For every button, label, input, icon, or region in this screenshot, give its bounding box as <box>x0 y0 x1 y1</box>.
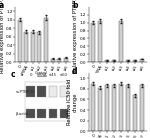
Y-axis label: Relative expression of PTBP1: Relative expression of PTBP1 <box>73 0 78 73</box>
Bar <box>26 109 35 118</box>
Text: siRNA: siRNA <box>36 73 47 77</box>
Bar <box>38 86 46 97</box>
Bar <box>49 109 57 118</box>
Bar <box>24 31 28 62</box>
Bar <box>105 60 109 62</box>
Text: c: c <box>11 70 15 79</box>
Bar <box>126 85 130 131</box>
Text: 0: 0 <box>29 73 32 77</box>
Bar <box>98 88 102 131</box>
Bar <box>91 84 95 131</box>
Bar <box>91 23 95 62</box>
Bar <box>57 59 61 62</box>
Bar <box>98 21 102 62</box>
Bar <box>64 58 68 62</box>
Bar <box>140 85 144 131</box>
Bar <box>49 86 57 97</box>
Bar <box>44 18 48 62</box>
Bar <box>126 60 130 62</box>
Bar <box>31 31 35 62</box>
Text: β-actin: β-actin <box>16 112 30 116</box>
Bar <box>133 95 137 131</box>
Text: si60: si60 <box>60 73 68 77</box>
Bar <box>25 82 69 121</box>
Text: a: a <box>0 1 4 10</box>
Bar <box>133 60 137 62</box>
Bar <box>51 59 55 62</box>
Bar <box>112 60 116 62</box>
Bar <box>60 86 68 97</box>
Text: b: b <box>72 1 78 10</box>
Bar <box>119 21 123 62</box>
Bar <box>119 84 123 131</box>
Bar <box>38 32 41 62</box>
Bar <box>112 85 116 131</box>
Y-axis label: Relative expression of PTBP1: Relative expression of PTBP1 <box>0 0 5 73</box>
Bar <box>105 85 109 131</box>
Text: d: d <box>72 67 78 76</box>
Y-axis label: Relative IC50 fold
change: Relative IC50 fold change <box>68 79 78 125</box>
Text: si45: si45 <box>49 73 57 77</box>
Bar <box>18 20 21 62</box>
Bar <box>26 86 35 97</box>
Bar <box>38 109 46 118</box>
Bar <box>140 59 144 62</box>
Text: Control: Control <box>35 71 48 75</box>
Text: suPTBP-G: suPTBP-G <box>16 90 35 94</box>
Bar <box>60 109 68 118</box>
